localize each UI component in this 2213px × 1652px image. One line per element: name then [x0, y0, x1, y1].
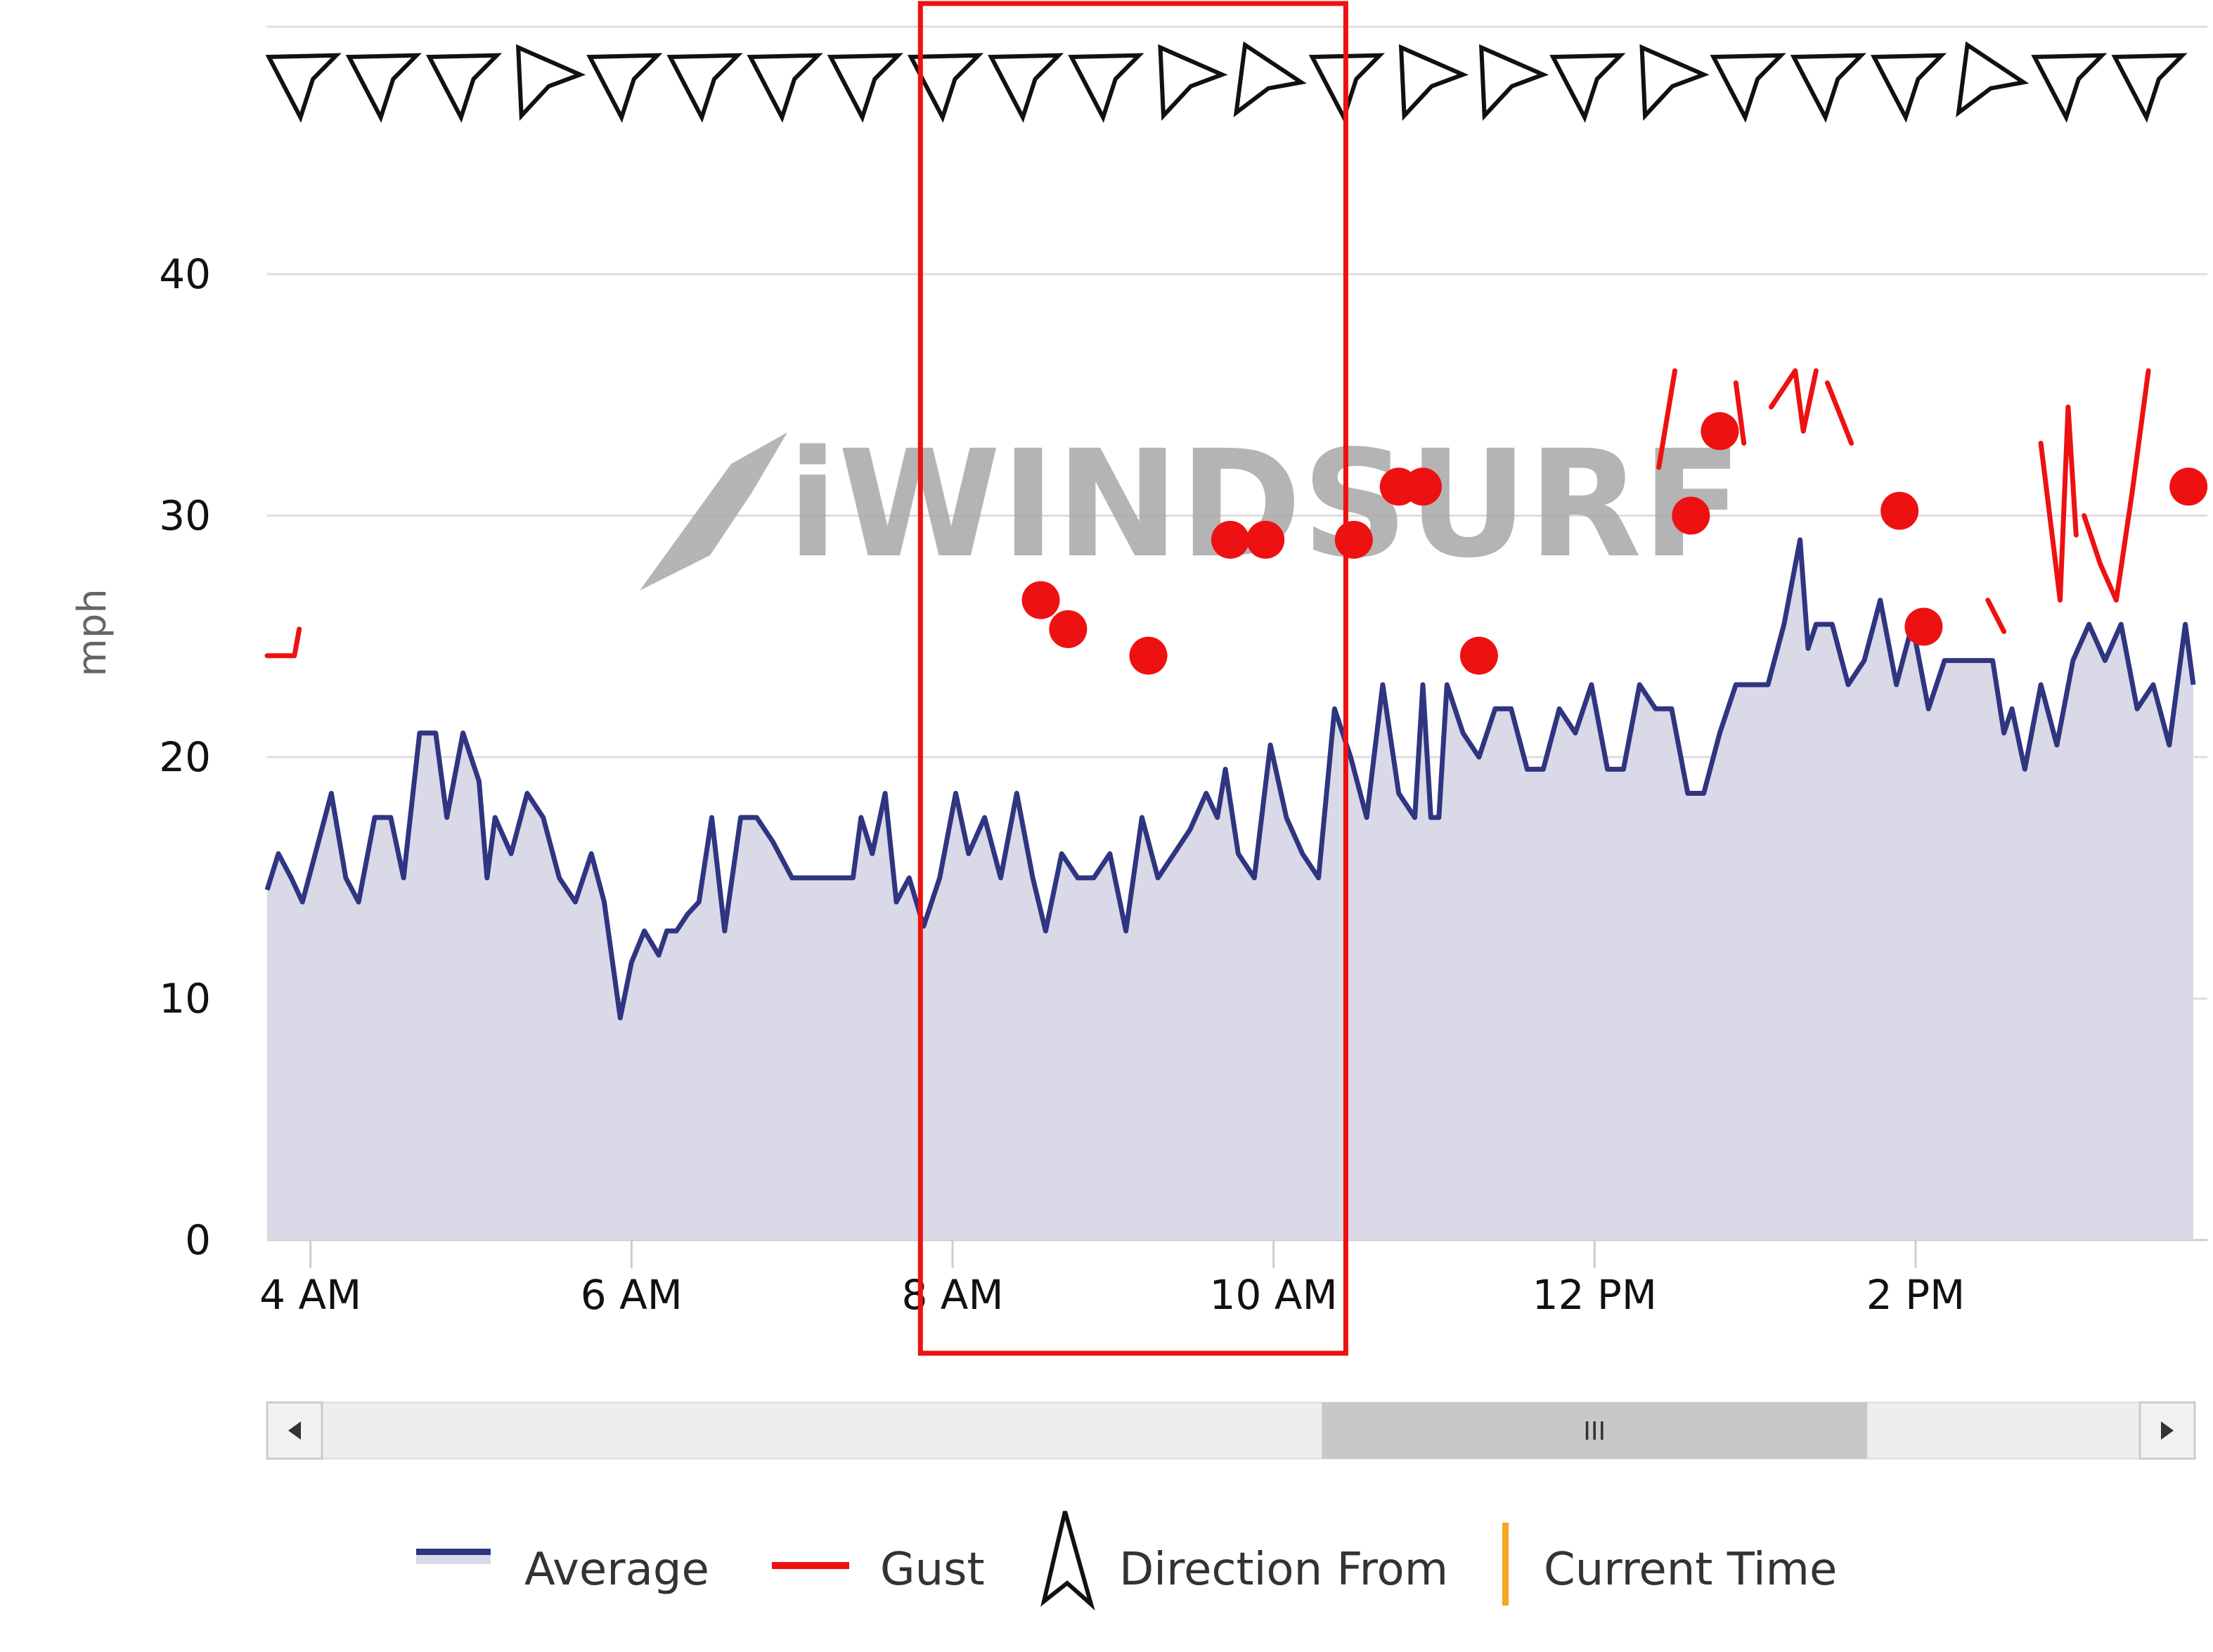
direction-arrow: [265, 53, 342, 123]
x-axis-ticks: 4 AM 6 AM 8 AM 10 AM 12 PM 2 PM: [259, 1240, 1965, 1319]
direction-arrow: [988, 53, 1064, 123]
y-tick-label: 0: [185, 1216, 211, 1264]
legend: Average Gust Direction From Current Time: [416, 1511, 1837, 1611]
y-axis-ticks: 0 10 20 30 40: [159, 250, 211, 1264]
legend-average[interactable]: Average: [416, 1544, 709, 1596]
direction-arrow: [1710, 53, 1786, 123]
gust-point: [1211, 520, 1249, 559]
legend-current-time-label: Current Time: [1544, 1544, 1837, 1596]
y-tick-label: 20: [159, 733, 211, 781]
direction-arrow: [827, 53, 903, 123]
gust-point: [1404, 467, 1442, 506]
legend-gust-label: Gust: [880, 1544, 985, 1596]
gust-point: [1049, 609, 1088, 648]
legend-gust-line: [772, 1562, 849, 1569]
gust-point: [1701, 412, 1739, 451]
direction-arrow: [1790, 53, 1866, 123]
average-line: [264, 537, 2196, 1021]
direction-arrow: [1233, 41, 1307, 117]
triangle-left-icon: [288, 1421, 301, 1440]
legend-current-time[interactable]: Current Time: [1502, 1523, 1837, 1606]
gust-point: [1672, 496, 1710, 535]
gust-point: [1246, 520, 1285, 559]
average-area-fill: [267, 539, 2193, 1240]
direction-arrow: [1639, 44, 1710, 121]
triangle-right-icon: [2161, 1421, 2174, 1440]
gust-segment: [2082, 368, 2151, 603]
gust-segments: [264, 368, 2151, 659]
iwindsurf-watermark: iWINDSURF: [787, 418, 1743, 591]
direction-arrow: [907, 53, 984, 123]
x-tick-label: 10 AM: [1210, 1271, 1338, 1319]
direction-arrow: [1068, 53, 1144, 123]
direction-arrow: [2031, 53, 2108, 123]
gust-segment: [264, 626, 302, 659]
direction-arrow: [586, 53, 663, 123]
x-tick-label: 8 AM: [901, 1271, 1003, 1319]
legend-average-line: [416, 1549, 491, 1555]
legend-direction-label: Direction From: [1119, 1544, 1448, 1596]
direction-arrow-icon: [1040, 1511, 1095, 1611]
gust-point: [1334, 520, 1373, 559]
watermark-sail-logo: [640, 432, 787, 591]
direction-arrow: [747, 53, 823, 123]
gust-segment: [1733, 380, 1747, 446]
direction-arrow: [1308, 53, 1385, 123]
average-area: [267, 539, 2193, 1240]
y-tick-label: 10: [159, 975, 211, 1023]
x-tick-label: 6 AM: [581, 1271, 683, 1319]
direction-arrow: [515, 44, 586, 121]
direction-arrow: [1956, 41, 2030, 117]
gust-segment: [1656, 368, 1677, 470]
y-tick-label: 30: [159, 492, 211, 540]
gust-point: [1459, 636, 1498, 675]
gust-point: [2169, 467, 2208, 506]
scrollbar[interactable]: III: [266, 1401, 2196, 1460]
x-tick-label: 12 PM: [1533, 1271, 1657, 1319]
gust-point: [1904, 607, 1943, 646]
gust-segment: [1985, 598, 2007, 634]
direction-arrow: [2111, 53, 2188, 123]
gust-point: [1021, 581, 1060, 619]
scroll-grip[interactable]: III: [1583, 1417, 1606, 1446]
direction-arrow: [666, 53, 743, 123]
highlight-box: [917, 1, 1348, 1356]
legend-gust[interactable]: Gust: [772, 1544, 985, 1596]
direction-arrow: [1478, 44, 1549, 121]
legend-direction[interactable]: Direction From: [1040, 1511, 1448, 1611]
direction-arrow: [345, 53, 422, 123]
gust-point: [1880, 491, 1919, 530]
gust-segment: [1824, 380, 1854, 446]
scroll-thumb[interactable]: [1322, 1402, 1868, 1459]
current-time-marker-icon: [1502, 1523, 1509, 1606]
direction-arrows: [265, 41, 2188, 123]
direction-arrow: [425, 53, 503, 123]
direction-arrow: [1398, 44, 1469, 121]
average-line-path: [264, 537, 2196, 1021]
legend-average-label: Average: [524, 1544, 709, 1596]
direction-arrow: [1549, 53, 1626, 123]
y-axis-label: mph: [70, 588, 115, 677]
gust-point: [1129, 636, 1168, 675]
scrollbar-track[interactable]: [266, 1402, 2195, 1459]
gust-segment: [1769, 368, 1819, 434]
direction-arrow: [1158, 44, 1228, 121]
x-tick-label: 4 AM: [259, 1271, 361, 1319]
gust-segment: [2038, 404, 2079, 603]
x-tick-label: 2 PM: [1866, 1271, 1965, 1319]
direction-arrow: [1870, 53, 1947, 123]
y-tick-label: 40: [159, 250, 211, 298]
